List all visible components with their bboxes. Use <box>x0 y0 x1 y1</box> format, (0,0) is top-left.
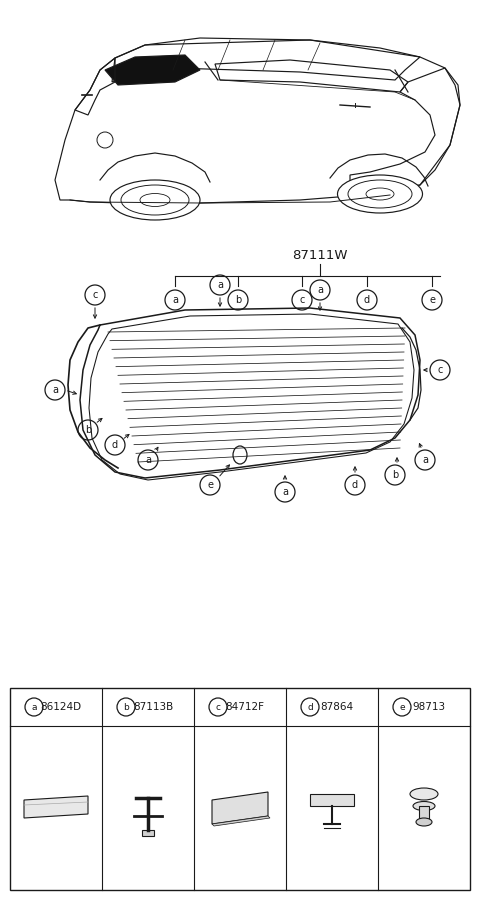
Text: e: e <box>429 295 435 305</box>
Text: d: d <box>352 480 358 490</box>
Text: c: c <box>216 703 220 712</box>
Polygon shape <box>419 806 429 822</box>
Polygon shape <box>105 55 200 85</box>
Text: a: a <box>282 487 288 497</box>
Text: 87111W: 87111W <box>292 249 348 262</box>
Ellipse shape <box>410 788 438 800</box>
Text: e: e <box>207 480 213 490</box>
Text: b: b <box>392 470 398 480</box>
Text: 84712F: 84712F <box>226 702 264 712</box>
Text: 87864: 87864 <box>321 702 354 712</box>
Ellipse shape <box>337 175 422 213</box>
Text: 86124D: 86124D <box>40 702 82 712</box>
Ellipse shape <box>416 818 432 826</box>
Text: b: b <box>123 703 129 712</box>
Polygon shape <box>24 796 88 818</box>
Text: a: a <box>145 455 151 465</box>
Bar <box>10 688 470 890</box>
Polygon shape <box>212 792 268 824</box>
Text: c: c <box>437 365 443 375</box>
Text: 87113B: 87113B <box>133 702 173 712</box>
Text: b: b <box>235 295 241 305</box>
Text: d: d <box>307 703 313 712</box>
Text: a: a <box>31 703 37 712</box>
Polygon shape <box>310 794 354 806</box>
Text: a: a <box>422 455 428 465</box>
Text: b: b <box>85 425 91 435</box>
Text: c: c <box>92 290 98 300</box>
Ellipse shape <box>413 802 435 811</box>
Polygon shape <box>142 830 154 836</box>
Text: 98713: 98713 <box>412 702 445 712</box>
Text: d: d <box>364 295 370 305</box>
Text: a: a <box>172 295 178 305</box>
Ellipse shape <box>110 180 200 220</box>
Text: c: c <box>300 295 305 305</box>
Text: a: a <box>52 385 58 395</box>
Text: e: e <box>399 703 405 712</box>
Polygon shape <box>212 816 270 826</box>
Text: d: d <box>112 440 118 450</box>
Text: a: a <box>217 280 223 290</box>
Text: a: a <box>317 285 323 295</box>
